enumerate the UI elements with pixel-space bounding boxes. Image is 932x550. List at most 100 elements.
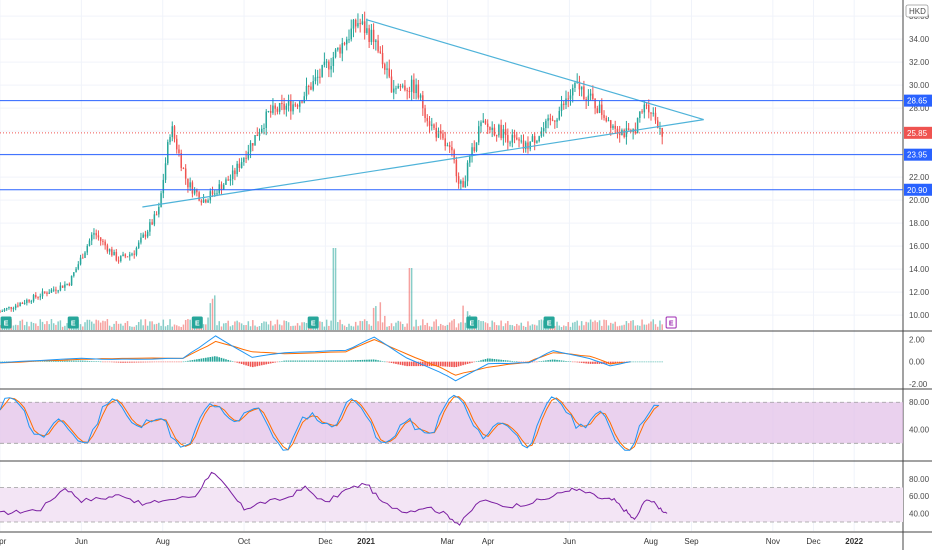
candle-body: [290, 100, 292, 112]
volume-bar: [509, 324, 511, 330]
macd-histogram-bar: [453, 361, 455, 368]
macd-histogram-bar: [153, 361, 156, 363]
rsi-tick-label: 80.00: [909, 475, 930, 484]
volume-bar: [625, 321, 628, 330]
candle-body: [473, 147, 476, 151]
candle-body: [82, 257, 84, 259]
candle-body: [433, 124, 435, 128]
candle-body: [86, 245, 88, 253]
volume-bar: [106, 319, 109, 330]
candle-body: [182, 167, 185, 169]
volume-bar: [236, 320, 238, 330]
volume-bar: [30, 321, 33, 330]
volume-bar: [372, 307, 375, 330]
candle-body: [334, 49, 337, 58]
volume-bar: [513, 326, 516, 330]
macd-histogram-bar: [513, 361, 516, 362]
candle-body: [146, 231, 149, 237]
macd-histogram-bar: [249, 361, 252, 367]
macd-histogram-bar: [486, 358, 489, 362]
volume-bar: [392, 326, 395, 330]
candle-body: [652, 112, 655, 114]
candle-body: [343, 43, 346, 45]
candle-body: [596, 108, 599, 113]
volume-bar: [424, 325, 426, 330]
candle-body: [196, 189, 198, 193]
macd-histogram-bar: [222, 358, 225, 362]
candle-body: [484, 120, 487, 124]
candle-body: [115, 252, 118, 261]
volume-bar: [381, 322, 384, 330]
candle-body: [464, 181, 467, 188]
macd-histogram-bar: [93, 361, 95, 362]
macd-histogram-bar: [39, 361, 42, 362]
volume-bar: [348, 323, 350, 330]
macd-histogram-bar: [140, 361, 142, 363]
macd-histogram-bar: [343, 360, 346, 362]
macd-histogram-bar: [155, 361, 158, 363]
macd-histogram-bar: [520, 361, 523, 363]
price-tick-label: 20.00: [909, 196, 930, 205]
macd-histogram-bar: [220, 357, 223, 362]
candle-body: [97, 235, 100, 238]
volume-bar: [296, 323, 299, 330]
volume-bar: [17, 325, 19, 330]
macd-histogram-bar: [357, 360, 359, 362]
macd-histogram-bar: [48, 360, 51, 362]
macd-histogram-bar: [656, 361, 659, 363]
volume-bar: [12, 325, 15, 330]
volume-bar: [639, 325, 641, 330]
volume-bar: [341, 324, 344, 330]
volume-bar: [453, 319, 455, 330]
macd-histogram-bar: [146, 361, 149, 363]
macd-histogram-bar: [149, 361, 151, 363]
macd-histogram-bar: [621, 361, 623, 363]
macd-histogram-bar: [122, 361, 124, 363]
candle-body: [641, 111, 643, 113]
currency-box: [905, 4, 929, 18]
macd-histogram-bar: [292, 360, 294, 362]
volume-bar: [571, 322, 574, 330]
volume-bar: [504, 323, 507, 330]
volume-bar: [19, 320, 21, 330]
macd-histogram-bar: [137, 361, 140, 363]
candle-body: [5, 308, 8, 310]
candle-body: [160, 193, 162, 208]
candle-body: [478, 126, 480, 143]
volume-bar: [0, 325, 1, 330]
candle-body: [283, 103, 285, 110]
macd-histogram-bar: [630, 361, 632, 363]
volume-bar: [231, 325, 234, 330]
macd-histogram-bar: [265, 361, 268, 365]
candle-body: [410, 79, 413, 92]
candle-body: [448, 145, 451, 148]
candle-body: [404, 85, 406, 91]
macd-histogram-bar: [455, 361, 458, 367]
candle-body: [129, 254, 131, 257]
candle-body: [643, 104, 646, 113]
macd-histogram-bar: [489, 358, 491, 362]
macd-histogram-bar: [551, 359, 554, 362]
volume-bar: [491, 320, 493, 330]
candle-body: [321, 64, 323, 77]
volume-bar: [292, 325, 294, 330]
level-badge-label: 23.95: [907, 151, 928, 160]
macd-histogram-bar: [390, 361, 393, 363]
macd-histogram-bar: [609, 361, 612, 364]
volume-bar: [225, 323, 227, 330]
volume-bar: [35, 323, 37, 330]
macd-histogram-bar: [661, 361, 663, 363]
candle-body: [252, 143, 254, 146]
volume-bar: [337, 322, 339, 330]
macd-histogram-bar: [531, 361, 534, 363]
trendline-upper: [365, 18, 704, 121]
volume-bar: [654, 324, 657, 330]
indicator-band-layer: [0, 401, 903, 523]
candle-body: [17, 305, 19, 307]
candle-body: [117, 260, 120, 262]
macd-histogram-bar: [504, 360, 507, 362]
current-price-badge: [904, 126, 932, 139]
macd-histogram-bar: [196, 359, 198, 362]
macd-histogram-bar: [392, 361, 395, 364]
